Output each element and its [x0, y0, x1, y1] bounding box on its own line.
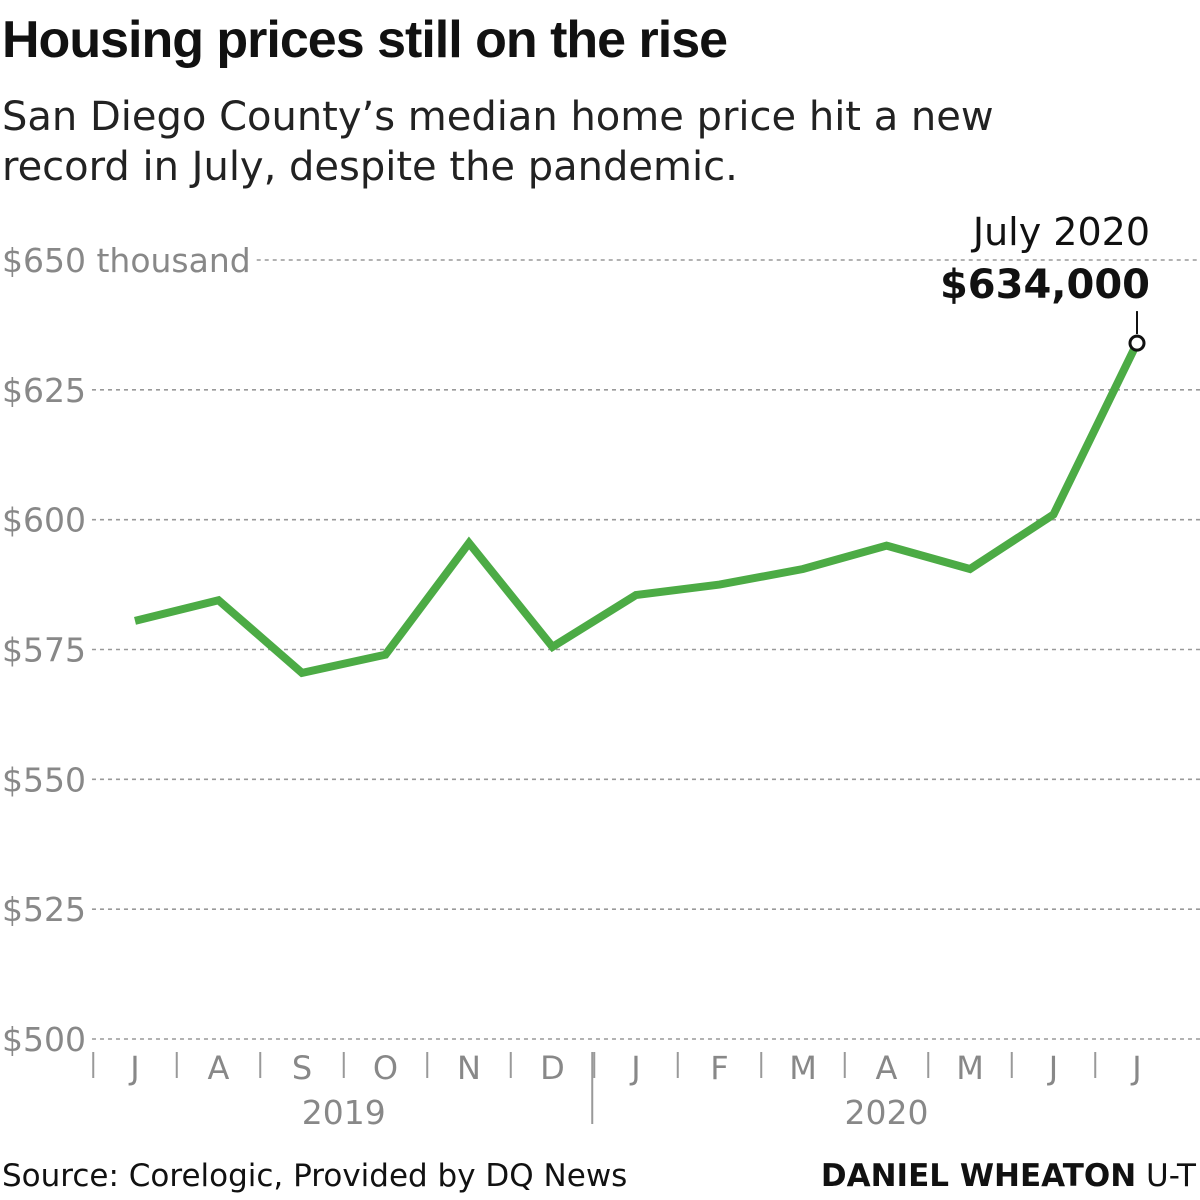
- x-tick-label: M: [789, 1049, 817, 1087]
- price-series-line: [134, 341, 1141, 678]
- x-tick-label: J: [1130, 1049, 1141, 1087]
- x-tick-label: A: [208, 1049, 230, 1087]
- year-label: 2020: [845, 1093, 929, 1132]
- x-tick-label: N: [457, 1049, 481, 1087]
- credit: DANIEL WHEATON U-T: [821, 1158, 1196, 1194]
- source-note: Source: Corelogic, Provided by DQ News: [2, 1158, 628, 1194]
- x-tick-label: J: [629, 1049, 640, 1087]
- x-tick-label: O: [373, 1049, 398, 1087]
- y-tick-label: $600: [2, 501, 86, 540]
- x-tick-label: J: [1047, 1049, 1058, 1087]
- y-tick-label: $625: [2, 371, 86, 410]
- chart-subtitle: San Diego County’s median home price hit…: [2, 92, 1152, 192]
- x-tick-label: J: [128, 1049, 139, 1087]
- credit-name: DANIEL WHEATON: [820, 1158, 1137, 1194]
- x-tick-label: F: [710, 1049, 728, 1087]
- x-tick-label: M: [956, 1049, 984, 1087]
- chart-title: Housing prices still on the rise: [2, 11, 728, 69]
- y-tick-label: $525: [2, 890, 86, 929]
- y-tick-label: $650 thousand: [2, 241, 251, 280]
- subtitle-line-1: San Diego County’s median home price hit…: [2, 94, 994, 140]
- annotation-label: July 2020: [971, 210, 1150, 254]
- y-tick-label: $500: [2, 1020, 86, 1059]
- annotation-point: [1128, 334, 1146, 352]
- y-tick-label: $575: [2, 631, 86, 670]
- x-tick-label: A: [876, 1049, 898, 1087]
- y-tick-label: $550: [2, 760, 86, 799]
- credit-org: U-T: [1146, 1158, 1196, 1194]
- x-tick-label: D: [540, 1049, 565, 1087]
- year-label: 2019: [302, 1093, 386, 1132]
- x-tick-label: S: [292, 1049, 312, 1087]
- subtitle-line-2: record in July, despite the pandemic.: [2, 144, 738, 190]
- annotation-value: $634,000: [940, 262, 1150, 308]
